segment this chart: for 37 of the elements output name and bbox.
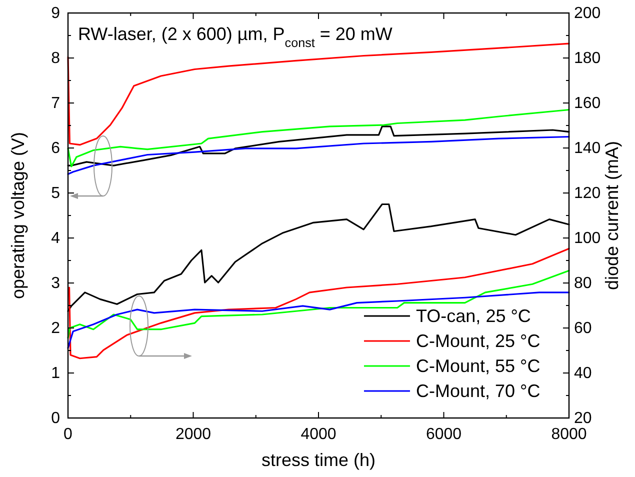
y2-tick-label: 160 [574, 95, 601, 112]
line-series [67, 292, 570, 349]
y-tick-label: 0 [51, 410, 60, 427]
line-series [67, 108, 570, 168]
y-tick-label: 3 [51, 275, 60, 292]
y-tick-label: 7 [51, 95, 60, 112]
y2-tick-label: 140 [574, 140, 601, 157]
x-tick-label: 0 [64, 426, 73, 443]
annotation: RW-laser, (2 x 600) µm, P$_{const}$ = 20 mW [78, 24, 392, 50]
line-series [67, 136, 570, 175]
legend-label: C-Mount, 55 °C [416, 356, 540, 376]
x-axis-title: stress time (h) [261, 450, 376, 470]
y2-tick-label: 120 [574, 185, 601, 202]
legend-label: C-Mount, 70 °C [416, 381, 540, 401]
y2-tick-label: 180 [574, 50, 601, 67]
legend-label: TO-can, 25 °C [416, 306, 531, 326]
y2-axis-title: diode current (mA) [602, 140, 622, 290]
y-axis-title: operating voltage (V) [8, 132, 28, 300]
y-tick-label: 9 [51, 5, 60, 22]
y2-tick-label: 200 [574, 5, 601, 22]
y-tick-label: 2 [51, 320, 60, 337]
y2-tick-label: 40 [574, 365, 592, 382]
y2-tick-label: 100 [574, 230, 601, 247]
y-tick-label: 8 [51, 50, 60, 67]
y2-tick-label: 20 [574, 410, 592, 427]
y-tick-label: 6 [51, 140, 60, 157]
y-tick-label: 1 [51, 365, 60, 382]
y2-tick-label: 80 [574, 275, 592, 292]
x-tick-label: 6000 [426, 426, 462, 443]
x-tick-label: 2000 [175, 426, 212, 443]
x-tick-label: 8000 [551, 426, 587, 443]
y-tick-label: 4 [51, 230, 60, 247]
y-tick-label: 5 [51, 185, 60, 202]
y2-tick-label: 60 [574, 320, 592, 337]
legend-label: C-Mount, 25 °C [416, 331, 540, 351]
line-series [68, 248, 570, 360]
x-tick-label: 4000 [300, 426, 336, 443]
